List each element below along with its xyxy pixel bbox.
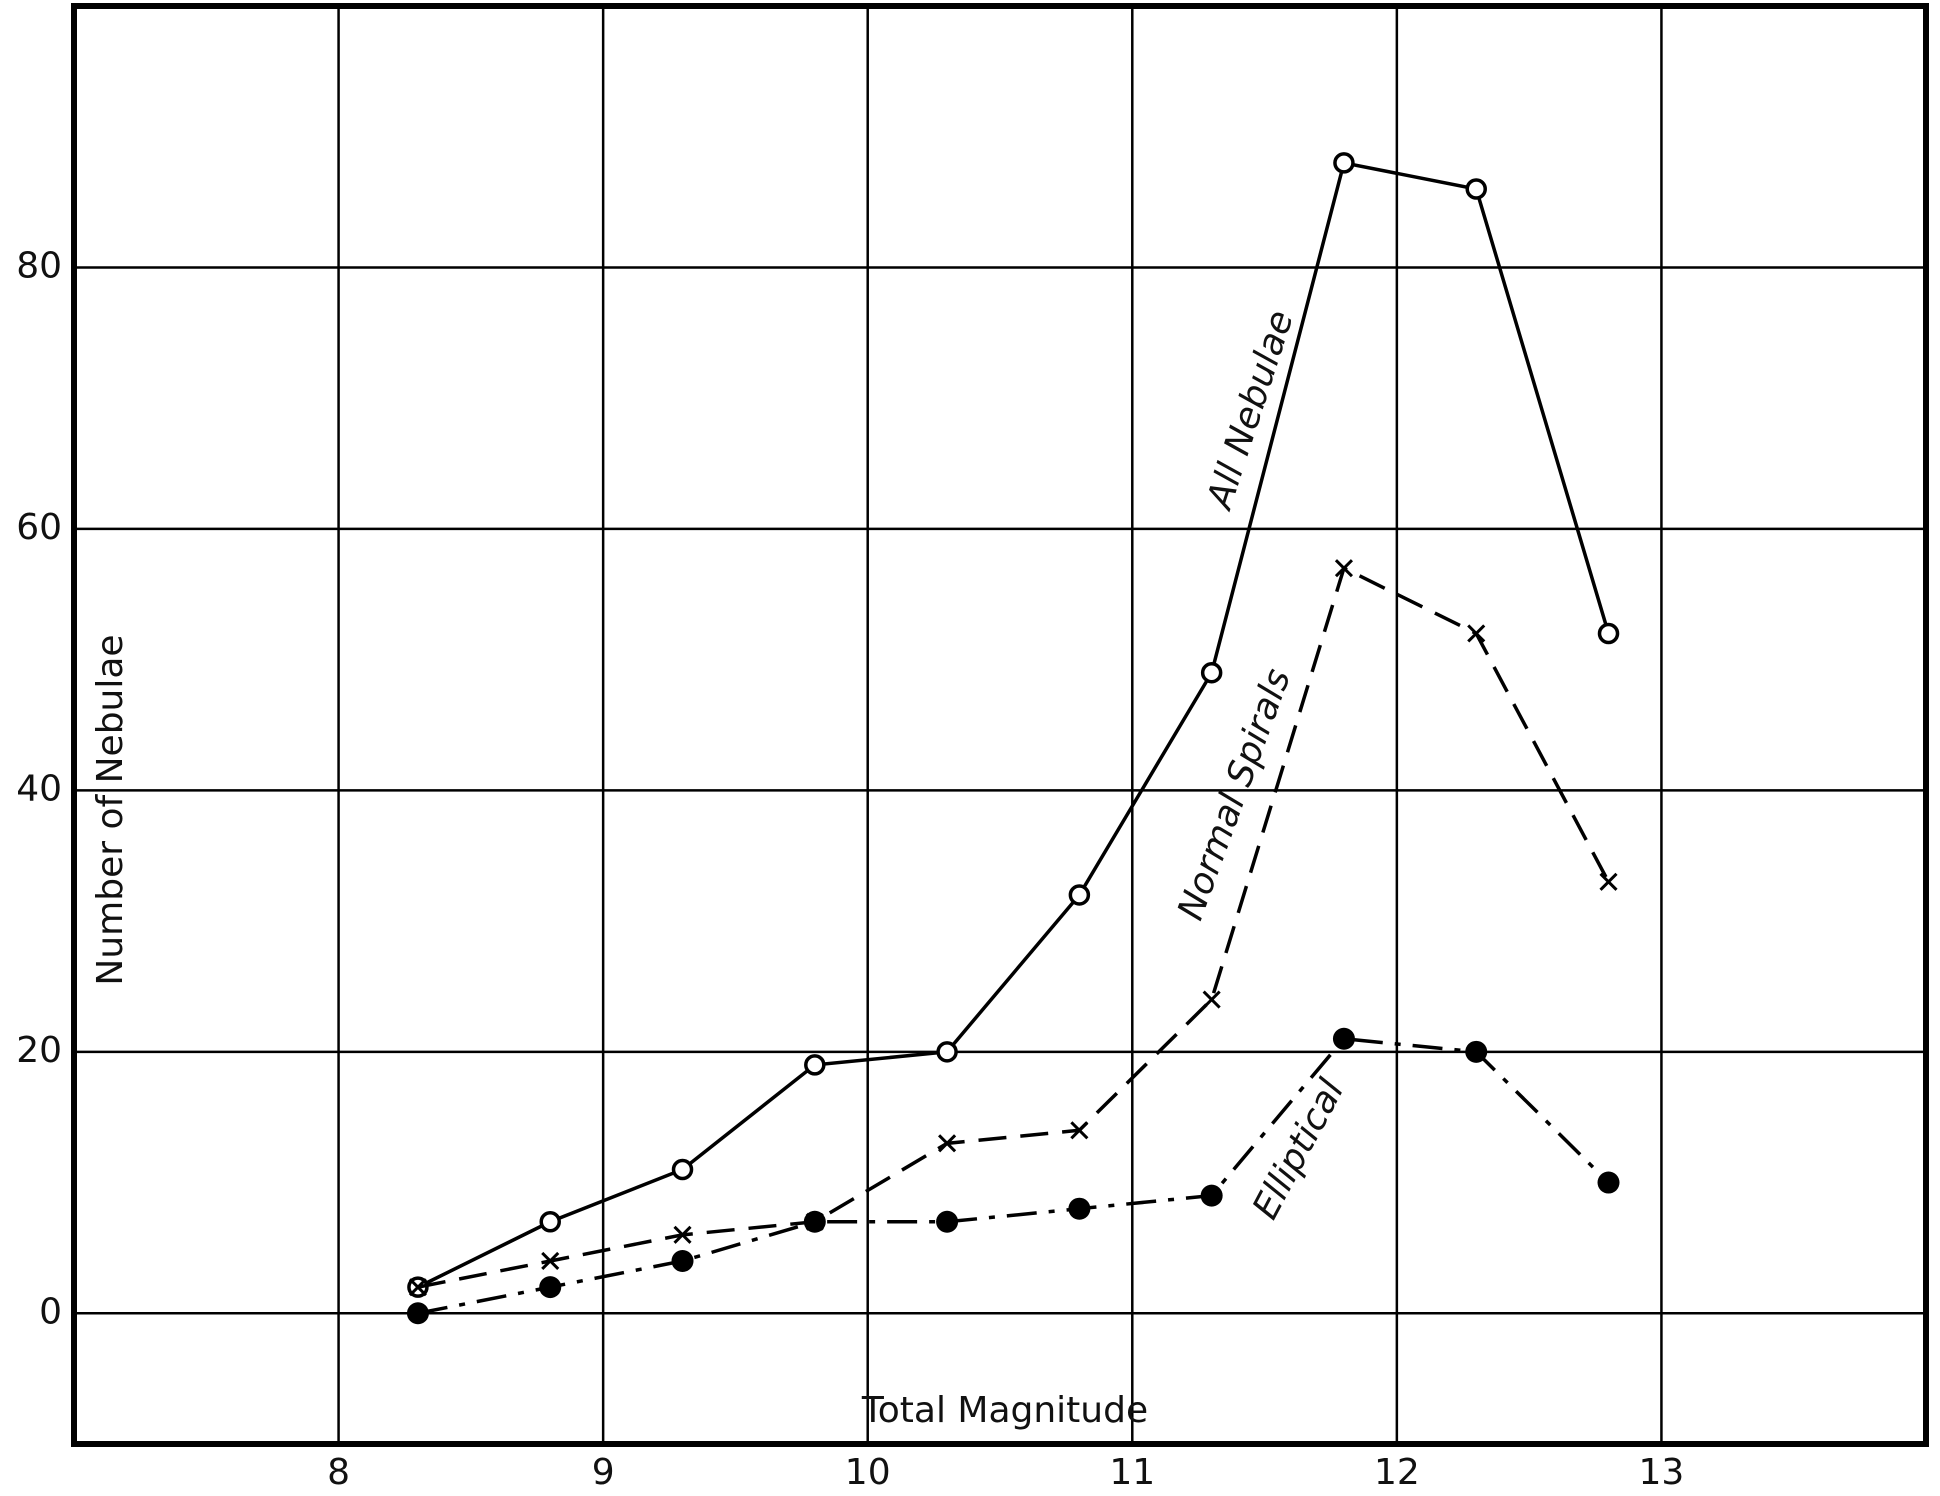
point [804, 1054, 826, 1076]
point [1068, 884, 1091, 906]
series-line [417, 1036, 1610, 1315]
x-tick-label: 8 [327, 1452, 350, 1493]
x-tick-label: 12 [1374, 1452, 1420, 1493]
series-line [417, 565, 1611, 1289]
point [1597, 1171, 1620, 1194]
point [1465, 1040, 1488, 1063]
x-tick-label: 13 [1639, 1452, 1685, 1493]
point [1068, 1197, 1091, 1220]
point [936, 1210, 959, 1233]
point [1333, 152, 1355, 174]
point [673, 1225, 692, 1244]
series-line [417, 160, 1611, 1289]
point [1599, 872, 1618, 891]
point [539, 1211, 561, 1233]
point [1334, 559, 1354, 578]
point [1200, 1184, 1223, 1207]
point [408, 1278, 428, 1297]
point [1202, 990, 1221, 1009]
x-axis-label: Total Magnitude [861, 1390, 1148, 1431]
point [539, 1276, 562, 1299]
point [936, 1041, 958, 1063]
y-tick-label: 40 [16, 768, 62, 809]
x-tick-label: 9 [592, 1452, 615, 1493]
point [541, 1251, 560, 1271]
point [671, 1249, 694, 1272]
x-tick-label: 10 [845, 1452, 891, 1493]
point [1070, 1121, 1089, 1140]
point [938, 1134, 957, 1153]
point [1200, 661, 1223, 684]
point [1332, 1027, 1355, 1050]
y-tick-label: 20 [16, 1030, 62, 1071]
point [1467, 624, 1486, 643]
point [1597, 622, 1620, 645]
point [406, 1302, 429, 1325]
point [671, 1158, 694, 1181]
point [803, 1210, 826, 1233]
y-tick-label: 0 [39, 1291, 62, 1332]
point [1465, 178, 1487, 200]
x-tick-label: 11 [1109, 1452, 1155, 1493]
y-tick-label: 60 [16, 507, 62, 548]
y-tick-label: 80 [16, 245, 62, 286]
plot-frame [71, 3, 1929, 1447]
y-axis-label: Number of Nebulae [90, 634, 131, 985]
